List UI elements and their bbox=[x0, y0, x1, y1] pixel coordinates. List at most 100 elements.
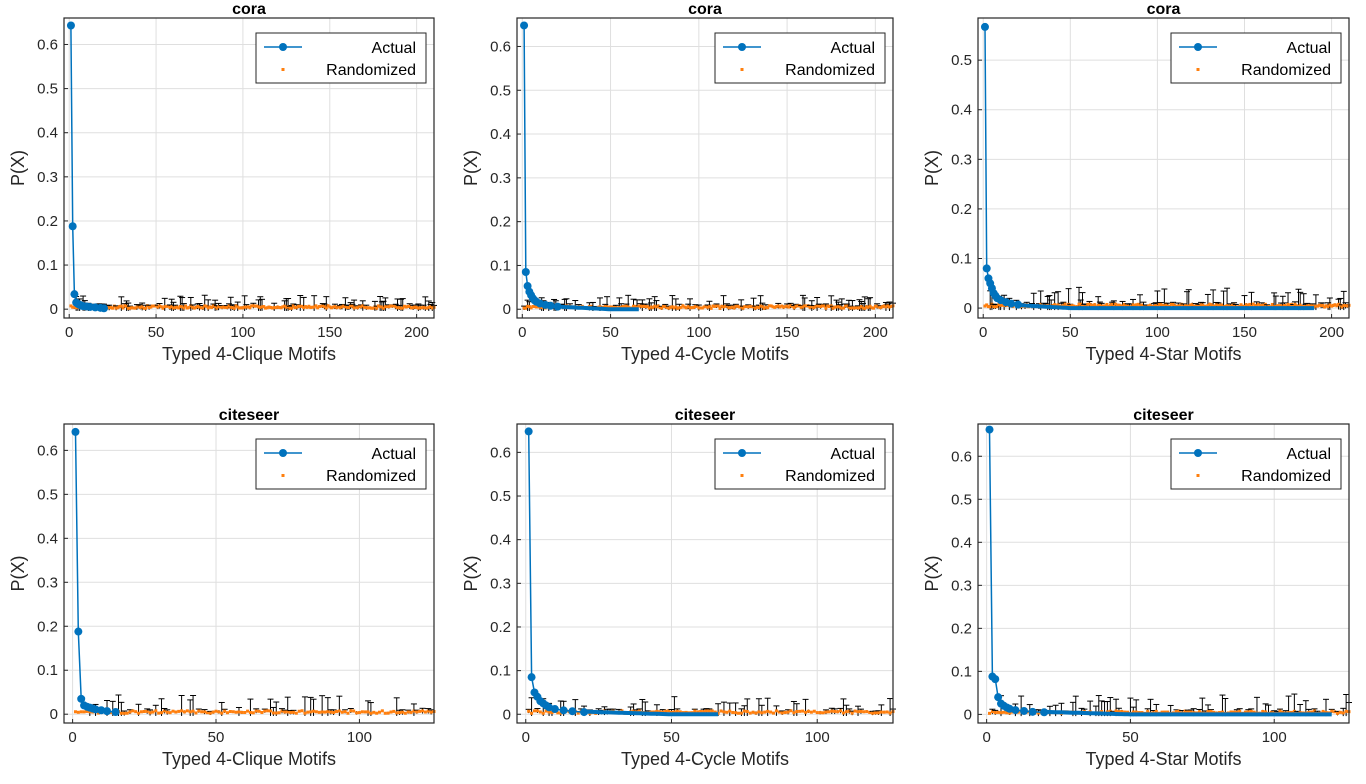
randomized-point bbox=[865, 710, 869, 714]
randomized-point bbox=[240, 710, 244, 714]
randomized-point bbox=[667, 306, 671, 310]
randomized-point bbox=[651, 306, 655, 310]
randomized-point bbox=[1220, 710, 1224, 714]
randomized-point bbox=[605, 305, 609, 309]
randomized-point bbox=[859, 304, 863, 308]
randomized-point bbox=[533, 305, 537, 309]
y-tick-label: 0.6 bbox=[490, 444, 511, 461]
randomized-point bbox=[1183, 709, 1187, 713]
randomized-point bbox=[836, 304, 840, 308]
randomized-point bbox=[310, 305, 314, 309]
y-tick-label: 0.6 bbox=[951, 448, 972, 465]
randomized-point bbox=[1166, 710, 1170, 714]
randomized-point bbox=[1136, 302, 1140, 306]
y-tick-label: 0.2 bbox=[951, 620, 972, 637]
legend-box bbox=[714, 32, 886, 84]
actual-point bbox=[68, 222, 77, 231]
randomized-point bbox=[751, 710, 755, 714]
randomized-point bbox=[369, 306, 373, 310]
randomized-point bbox=[1298, 303, 1302, 307]
actual-point bbox=[77, 694, 86, 703]
randomized-point bbox=[411, 306, 415, 310]
randomized-point bbox=[1269, 710, 1273, 714]
legend-box bbox=[714, 438, 886, 490]
randomized-point bbox=[780, 711, 784, 715]
randomized-point bbox=[886, 304, 890, 308]
randomized-point bbox=[128, 710, 132, 714]
randomized-point bbox=[194, 711, 198, 715]
randomized-point bbox=[801, 709, 805, 713]
randomized-point bbox=[73, 710, 77, 714]
randomized-point bbox=[425, 306, 429, 310]
x-tick-label: 50 bbox=[663, 729, 680, 746]
randomized-point bbox=[404, 305, 408, 309]
randomized-point bbox=[266, 709, 270, 713]
randomized-point bbox=[189, 304, 193, 308]
randomized-point bbox=[783, 305, 787, 309]
actual-point bbox=[580, 708, 589, 717]
randomized-point bbox=[544, 709, 548, 713]
randomized-point bbox=[1160, 710, 1164, 714]
randomized-point bbox=[312, 709, 316, 713]
y-tick-label: 0.1 bbox=[37, 662, 58, 679]
legend-actual-label: Actual bbox=[1287, 446, 1331, 463]
legend-randomized-label: Randomized bbox=[1241, 468, 1331, 485]
randomized-point bbox=[885, 710, 889, 714]
randomized-point bbox=[806, 304, 810, 308]
actual-point bbox=[520, 21, 529, 30]
x-tick-label: 100 bbox=[1145, 324, 1170, 341]
randomized-point bbox=[368, 306, 372, 310]
randomized-point bbox=[163, 305, 167, 309]
randomized-point bbox=[234, 710, 238, 714]
x-tick-label: 200 bbox=[404, 324, 429, 341]
actual-point bbox=[70, 290, 79, 299]
randomized-point bbox=[1326, 305, 1330, 309]
randomized-point bbox=[350, 304, 354, 308]
randomized-point bbox=[1117, 710, 1121, 714]
randomized-point bbox=[986, 305, 990, 309]
randomized-point bbox=[766, 306, 770, 310]
randomized-point bbox=[1333, 303, 1337, 307]
y-tick-label: 0.2 bbox=[490, 214, 511, 231]
randomized-point bbox=[337, 709, 341, 713]
randomized-point bbox=[239, 306, 243, 310]
randomized-point bbox=[669, 305, 673, 309]
randomized-point bbox=[769, 304, 773, 308]
randomized-point bbox=[637, 304, 641, 308]
randomized-point bbox=[109, 305, 113, 309]
randomized-point bbox=[194, 305, 198, 309]
randomized-point bbox=[192, 306, 196, 310]
randomized-point bbox=[69, 304, 73, 308]
legend: Actual Randomized bbox=[1170, 438, 1342, 490]
randomized-point bbox=[217, 305, 221, 309]
randomized-point bbox=[340, 305, 344, 309]
actual-tail bbox=[557, 304, 639, 312]
randomized-point bbox=[185, 709, 189, 713]
legend-actual-marker bbox=[1194, 43, 1202, 51]
randomized-point bbox=[1324, 304, 1328, 308]
randomized-point bbox=[1209, 303, 1213, 307]
randomized-point bbox=[792, 711, 796, 715]
legend-randomized-label: Randomized bbox=[326, 62, 416, 79]
randomized-point bbox=[760, 711, 764, 715]
randomized-point bbox=[392, 709, 396, 713]
legend-box bbox=[1170, 438, 1342, 490]
randomized-point bbox=[1345, 304, 1349, 308]
randomized-point bbox=[1171, 303, 1175, 307]
randomized-point bbox=[262, 305, 266, 309]
y-tick-label: 0.1 bbox=[951, 663, 972, 680]
actual-point bbox=[553, 302, 562, 311]
actual-tail bbox=[584, 709, 719, 717]
randomized-point bbox=[1087, 302, 1091, 306]
randomized-point bbox=[737, 711, 741, 715]
x-axis-label: Typed 4-Cycle Motifs bbox=[621, 749, 789, 769]
randomized-point bbox=[142, 306, 146, 310]
randomized-point bbox=[111, 306, 115, 310]
randomized-point bbox=[709, 306, 713, 310]
randomized-point bbox=[693, 305, 697, 309]
randomized-point bbox=[291, 304, 295, 308]
legend-randomized-marker bbox=[740, 474, 744, 477]
randomized-point bbox=[373, 305, 377, 309]
randomized-point bbox=[725, 304, 729, 308]
randomized-point bbox=[191, 709, 195, 713]
